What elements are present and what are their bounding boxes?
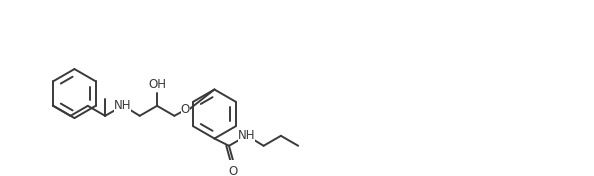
Text: NH: NH: [238, 129, 255, 142]
Text: O: O: [228, 165, 237, 176]
Text: NH: NH: [113, 99, 131, 112]
Text: OH: OH: [148, 77, 166, 90]
Text: O: O: [181, 103, 190, 116]
